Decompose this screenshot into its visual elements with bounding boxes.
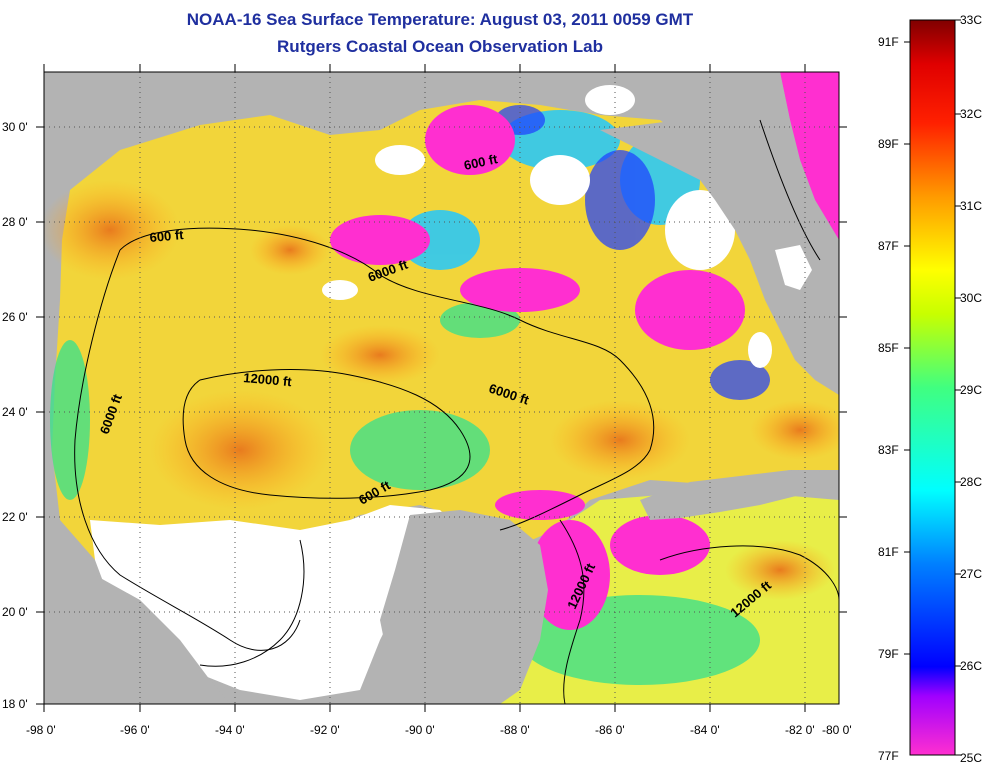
colorbar-c-label: 31C — [960, 199, 982, 213]
colorbar-c-label: 27C — [960, 567, 982, 581]
colorbar-f-label: 77F — [878, 749, 899, 763]
florida-land — [600, 72, 839, 395]
colorbar-f-label: 87F — [878, 239, 899, 253]
colorbar — [909, 19, 956, 756]
latitude-labels: 30 0' 28 0' 26 0' 24 0' 22 0' 20 0' 18 0… — [2, 120, 28, 711]
axis-ticks — [36, 64, 847, 712]
colorbar-c-label: 29C — [960, 383, 982, 397]
map-plot-area — [44, 72, 839, 704]
lat-label: 28 0' — [2, 215, 28, 229]
contour-label: 600 ft — [149, 227, 185, 245]
lat-label: 24 0' — [2, 405, 28, 419]
colorbar-f-label: 91F — [878, 35, 899, 49]
colorbar-f-label: 81F — [878, 545, 899, 559]
lat-label: 20 0' — [2, 605, 28, 619]
lon-label: -94 0' — [215, 723, 245, 737]
lon-label: -80 0' — [822, 723, 852, 737]
lon-label: -84 0' — [690, 723, 720, 737]
colorbar-c-label: 28C — [960, 475, 982, 489]
colorbar-c-label: 30C — [960, 291, 982, 305]
colorbar-c-label: 25C — [960, 751, 982, 765]
map-subtitle: Rutgers Coastal Ocean Observation Lab — [277, 37, 603, 56]
lon-label: -92 0' — [310, 723, 340, 737]
lon-label: -82 0' — [785, 723, 815, 737]
lon-label: -86 0' — [595, 723, 625, 737]
map-frame — [43, 71, 840, 705]
colorbar-fahrenheit-labels: 91F 89F 87F 85F 83F 81F 79F 77F — [878, 35, 899, 763]
colorbar-f-label: 79F — [878, 647, 899, 661]
colorbar-f-label: 89F — [878, 137, 899, 151]
map-title: NOAA-16 Sea Surface Temperature: August … — [186, 10, 694, 29]
longitude-labels: -98 0' -96 0' -94 0' -92 0' -90 0' -88 0… — [26, 723, 852, 737]
colorbar-c-label: 26C — [960, 659, 982, 673]
colorbar-c-label: 32C — [960, 107, 982, 121]
lat-label: 22 0' — [2, 510, 28, 524]
yucatan-land — [380, 510, 548, 704]
lon-label: -96 0' — [120, 723, 150, 737]
lat-label: 26 0' — [2, 310, 28, 324]
lon-label: -88 0' — [500, 723, 530, 737]
lat-label: 30 0' — [2, 120, 28, 134]
contour-label: 600 ft — [463, 151, 500, 173]
colorbar-celsius-labels: 33C 32C 31C 30C 29C 28C 27C 26C 25C — [960, 13, 982, 765]
atlantic-ocean — [780, 72, 839, 240]
lon-label: -98 0' — [26, 723, 56, 737]
lon-label: -90 0' — [405, 723, 435, 737]
cuba-land — [640, 470, 839, 520]
colorbar-f-label: 85F — [878, 341, 899, 355]
lat-label: 18 0' — [2, 697, 28, 711]
contour-label: 12000 ft — [243, 370, 293, 389]
colorbar-f-label: 83F — [878, 443, 899, 457]
colorbar-c-label: 33C — [960, 13, 982, 27]
